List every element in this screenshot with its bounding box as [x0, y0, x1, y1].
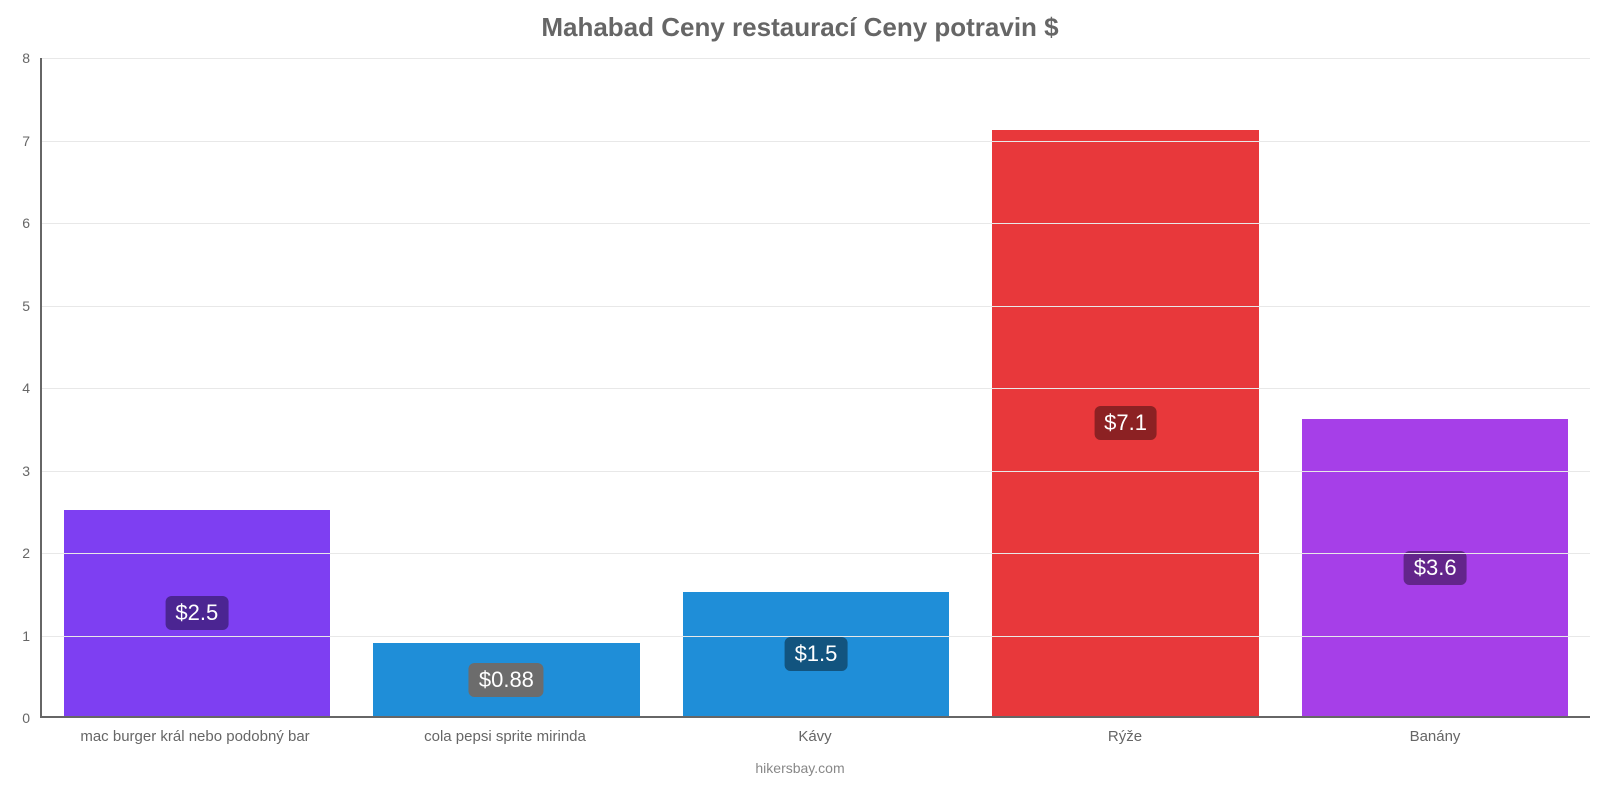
bar: $0.88: [373, 643, 639, 716]
x-axis-label: mac burger král nebo podobný bar: [40, 728, 350, 745]
bar: $3.6: [1302, 419, 1568, 716]
gridline: [42, 141, 1590, 142]
bar-slot: $1.5: [661, 58, 971, 716]
value-badge: $1.5: [785, 637, 848, 671]
ytick-label: 0: [22, 710, 42, 726]
value-badge: $2.5: [165, 596, 228, 630]
gridline: [42, 306, 1590, 307]
gridline: [42, 636, 1590, 637]
bar: $7.1: [992, 130, 1258, 716]
value-badge: $7.1: [1094, 406, 1157, 440]
ytick-label: 4: [22, 380, 42, 396]
price-bar-chart: Mahabad Ceny restaurací Ceny potravin $ …: [0, 0, 1600, 800]
chart-title: Mahabad Ceny restaurací Ceny potravin $: [0, 12, 1600, 43]
gridline: [42, 471, 1590, 472]
ytick-label: 8: [22, 50, 42, 66]
gridline: [42, 553, 1590, 554]
ytick-label: 2: [22, 545, 42, 561]
gridline: [42, 388, 1590, 389]
x-axis-label: Rýže: [970, 728, 1280, 745]
plot-area: $2.5$0.88$1.5$7.1$3.6 012345678: [40, 58, 1590, 718]
ytick-label: 5: [22, 298, 42, 314]
bar: $1.5: [683, 592, 949, 716]
ytick-label: 3: [22, 463, 42, 479]
value-badge: $3.6: [1404, 551, 1467, 585]
bars-row: $2.5 $0.88 $1.5 $7.1 $3.6: [42, 58, 1590, 716]
bar-slot: $7.1: [971, 58, 1281, 716]
x-axis-label: cola pepsi sprite mirinda: [350, 728, 660, 745]
x-axis-label: Banány: [1280, 728, 1590, 745]
ytick-label: 7: [22, 133, 42, 149]
bar-slot: $0.88: [352, 58, 662, 716]
ytick-label: 1: [22, 628, 42, 644]
gridline: [42, 58, 1590, 59]
x-axis-labels: mac burger král nebo podobný barcola pep…: [40, 728, 1590, 745]
x-axis-label: Kávy: [660, 728, 970, 745]
gridline: [42, 223, 1590, 224]
ytick-label: 6: [22, 215, 42, 231]
bar-slot: $2.5: [42, 58, 352, 716]
bar-slot: $3.6: [1280, 58, 1590, 716]
value-badge: $0.88: [469, 663, 544, 697]
source-label: hikersbay.com: [0, 760, 1600, 776]
bar: $2.5: [64, 510, 330, 716]
